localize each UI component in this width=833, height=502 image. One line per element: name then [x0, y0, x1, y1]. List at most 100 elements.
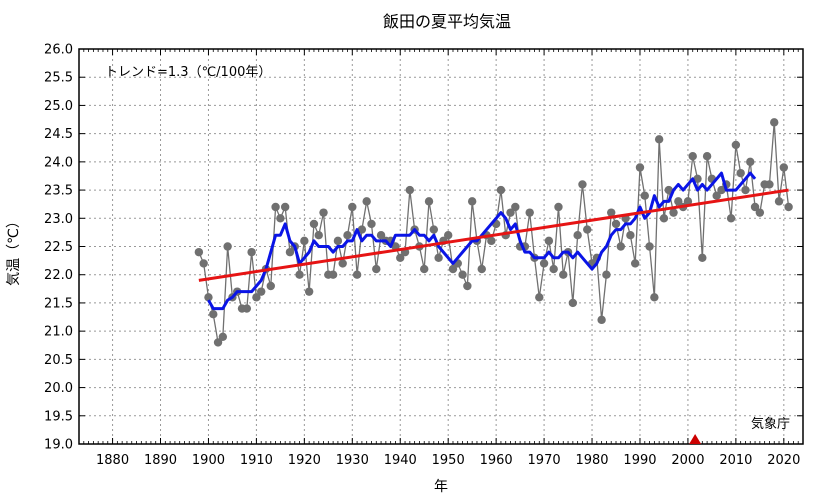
y-tick-label: 20.0: [44, 381, 73, 396]
annual-data-point: [338, 259, 347, 268]
y-tick-label: 25.0: [44, 99, 73, 114]
y-tick-label: 21.0: [44, 325, 73, 340]
y-tick-label: 19.5: [44, 409, 73, 424]
trend-line: [198, 188, 789, 282]
annual-data-point: [659, 214, 669, 223]
y-tick-label: 25.5: [44, 71, 73, 86]
annual-data-point: [256, 287, 266, 296]
annual-data-point: [328, 270, 338, 279]
annual-data-point: [424, 197, 434, 206]
annual-data-point: [568, 298, 578, 308]
x-tick-label: 1980: [575, 453, 608, 468]
annual-data-point: [539, 259, 549, 268]
x-tick-label: 1990: [623, 453, 656, 468]
annual-data-point: [487, 236, 496, 246]
annual-data-point: [309, 219, 319, 229]
annual-data-point: [242, 304, 252, 313]
annual-data-point: [535, 293, 544, 302]
annual-data-point: [204, 293, 213, 302]
annual-data-point: [736, 168, 745, 178]
annual-data-point: [770, 118, 779, 127]
annual-data-point: [669, 208, 678, 217]
annual-data-point: [626, 231, 635, 240]
annual-data-point: [693, 174, 702, 183]
annual-data-point: [352, 270, 362, 279]
x-tick-label: 1940: [384, 453, 417, 468]
y-tick-label: 23.5: [44, 184, 73, 199]
annual-data-point: [429, 225, 439, 234]
annual-data-point: [741, 185, 750, 195]
annual-data-point: [357, 225, 367, 234]
annual-data-point: [774, 197, 784, 206]
annual-data-point: [295, 270, 304, 279]
source-label: 気象庁: [751, 416, 790, 432]
grid-layer: [79, 49, 803, 444]
x-tick-label: 1970: [528, 453, 561, 468]
annual-data-point: [746, 157, 755, 167]
annual-data-point: [554, 202, 563, 212]
annual-data-point: [549, 264, 558, 274]
annual-data-point: [616, 242, 626, 251]
annual-data-point: [611, 219, 621, 229]
annual-data-point: [511, 202, 520, 212]
annual-data-point: [218, 332, 228, 341]
annual-data-point: [597, 315, 606, 325]
annual-data-point: [683, 197, 693, 206]
annual-data-point: [271, 202, 280, 212]
x-tick-label: 1900: [192, 453, 225, 468]
annual-data-point: [194, 247, 204, 257]
annual-data-point: [664, 185, 673, 195]
y-tick-label: 21.5: [44, 296, 73, 311]
annual-data-point: [765, 180, 774, 189]
x-tick-label: 1950: [432, 453, 465, 468]
annual-data-point: [434, 253, 443, 262]
annual-data-point: [443, 231, 453, 240]
moving-average-line: [207, 171, 757, 311]
annual-data-point: [779, 163, 789, 172]
annual-data-point: [559, 270, 568, 279]
annual-data-point: [348, 202, 357, 212]
tick-layer: 1880 1890 1900 1910 1920 1930 1940 1950 1960 1970…: [44, 43, 804, 468]
annual-data-point: [674, 197, 683, 206]
trend-annotation: トレンド=1.3（℃/100年）: [105, 65, 271, 80]
annual-data-point: [319, 208, 328, 217]
annual-data-point: [280, 202, 290, 212]
annual-data-point: [362, 197, 371, 206]
annual-data-point: [712, 191, 721, 200]
annual-series-line: [198, 122, 790, 344]
annual-data-point: [372, 264, 381, 274]
x-tick-label: 2000: [671, 453, 704, 468]
annual-data-point: [583, 225, 592, 234]
annual-data-point: [726, 214, 736, 223]
annual-data-point: [209, 310, 218, 319]
annual-data-point: [266, 281, 275, 291]
y-tick-label: 20.5: [44, 353, 73, 368]
annual-data-point: [285, 247, 295, 257]
chart-title: 飯田の夏平均気温: [383, 12, 511, 31]
series-layer: [194, 118, 793, 347]
annual-data-point: [247, 247, 256, 257]
annual-data-point: [645, 242, 654, 251]
annual-data-point: [573, 231, 582, 240]
annual-data-point: [688, 152, 697, 161]
annual-data-point: [405, 185, 415, 195]
x-axis-label: 年: [434, 479, 448, 495]
annual-data-point: [367, 219, 376, 229]
annual-data-point: [635, 163, 645, 172]
annual-data-point: [304, 287, 314, 296]
annual-data-point: [477, 264, 486, 274]
annual-data-point: [654, 135, 664, 144]
annual-data-point: [458, 270, 467, 279]
x-tick-label: 1930: [336, 453, 369, 468]
annual-data-point: [544, 236, 554, 246]
annual-data-point: [276, 214, 285, 223]
annual-data-point: [314, 231, 323, 240]
annual-data-point: [396, 253, 405, 262]
x-tick-label: 2010: [719, 453, 752, 468]
annual-data-point: [420, 264, 429, 274]
annual-data-point: [213, 338, 223, 347]
annual-data-point: [252, 293, 261, 302]
annual-data-point: [630, 259, 640, 268]
annual-data-point: [640, 191, 649, 200]
